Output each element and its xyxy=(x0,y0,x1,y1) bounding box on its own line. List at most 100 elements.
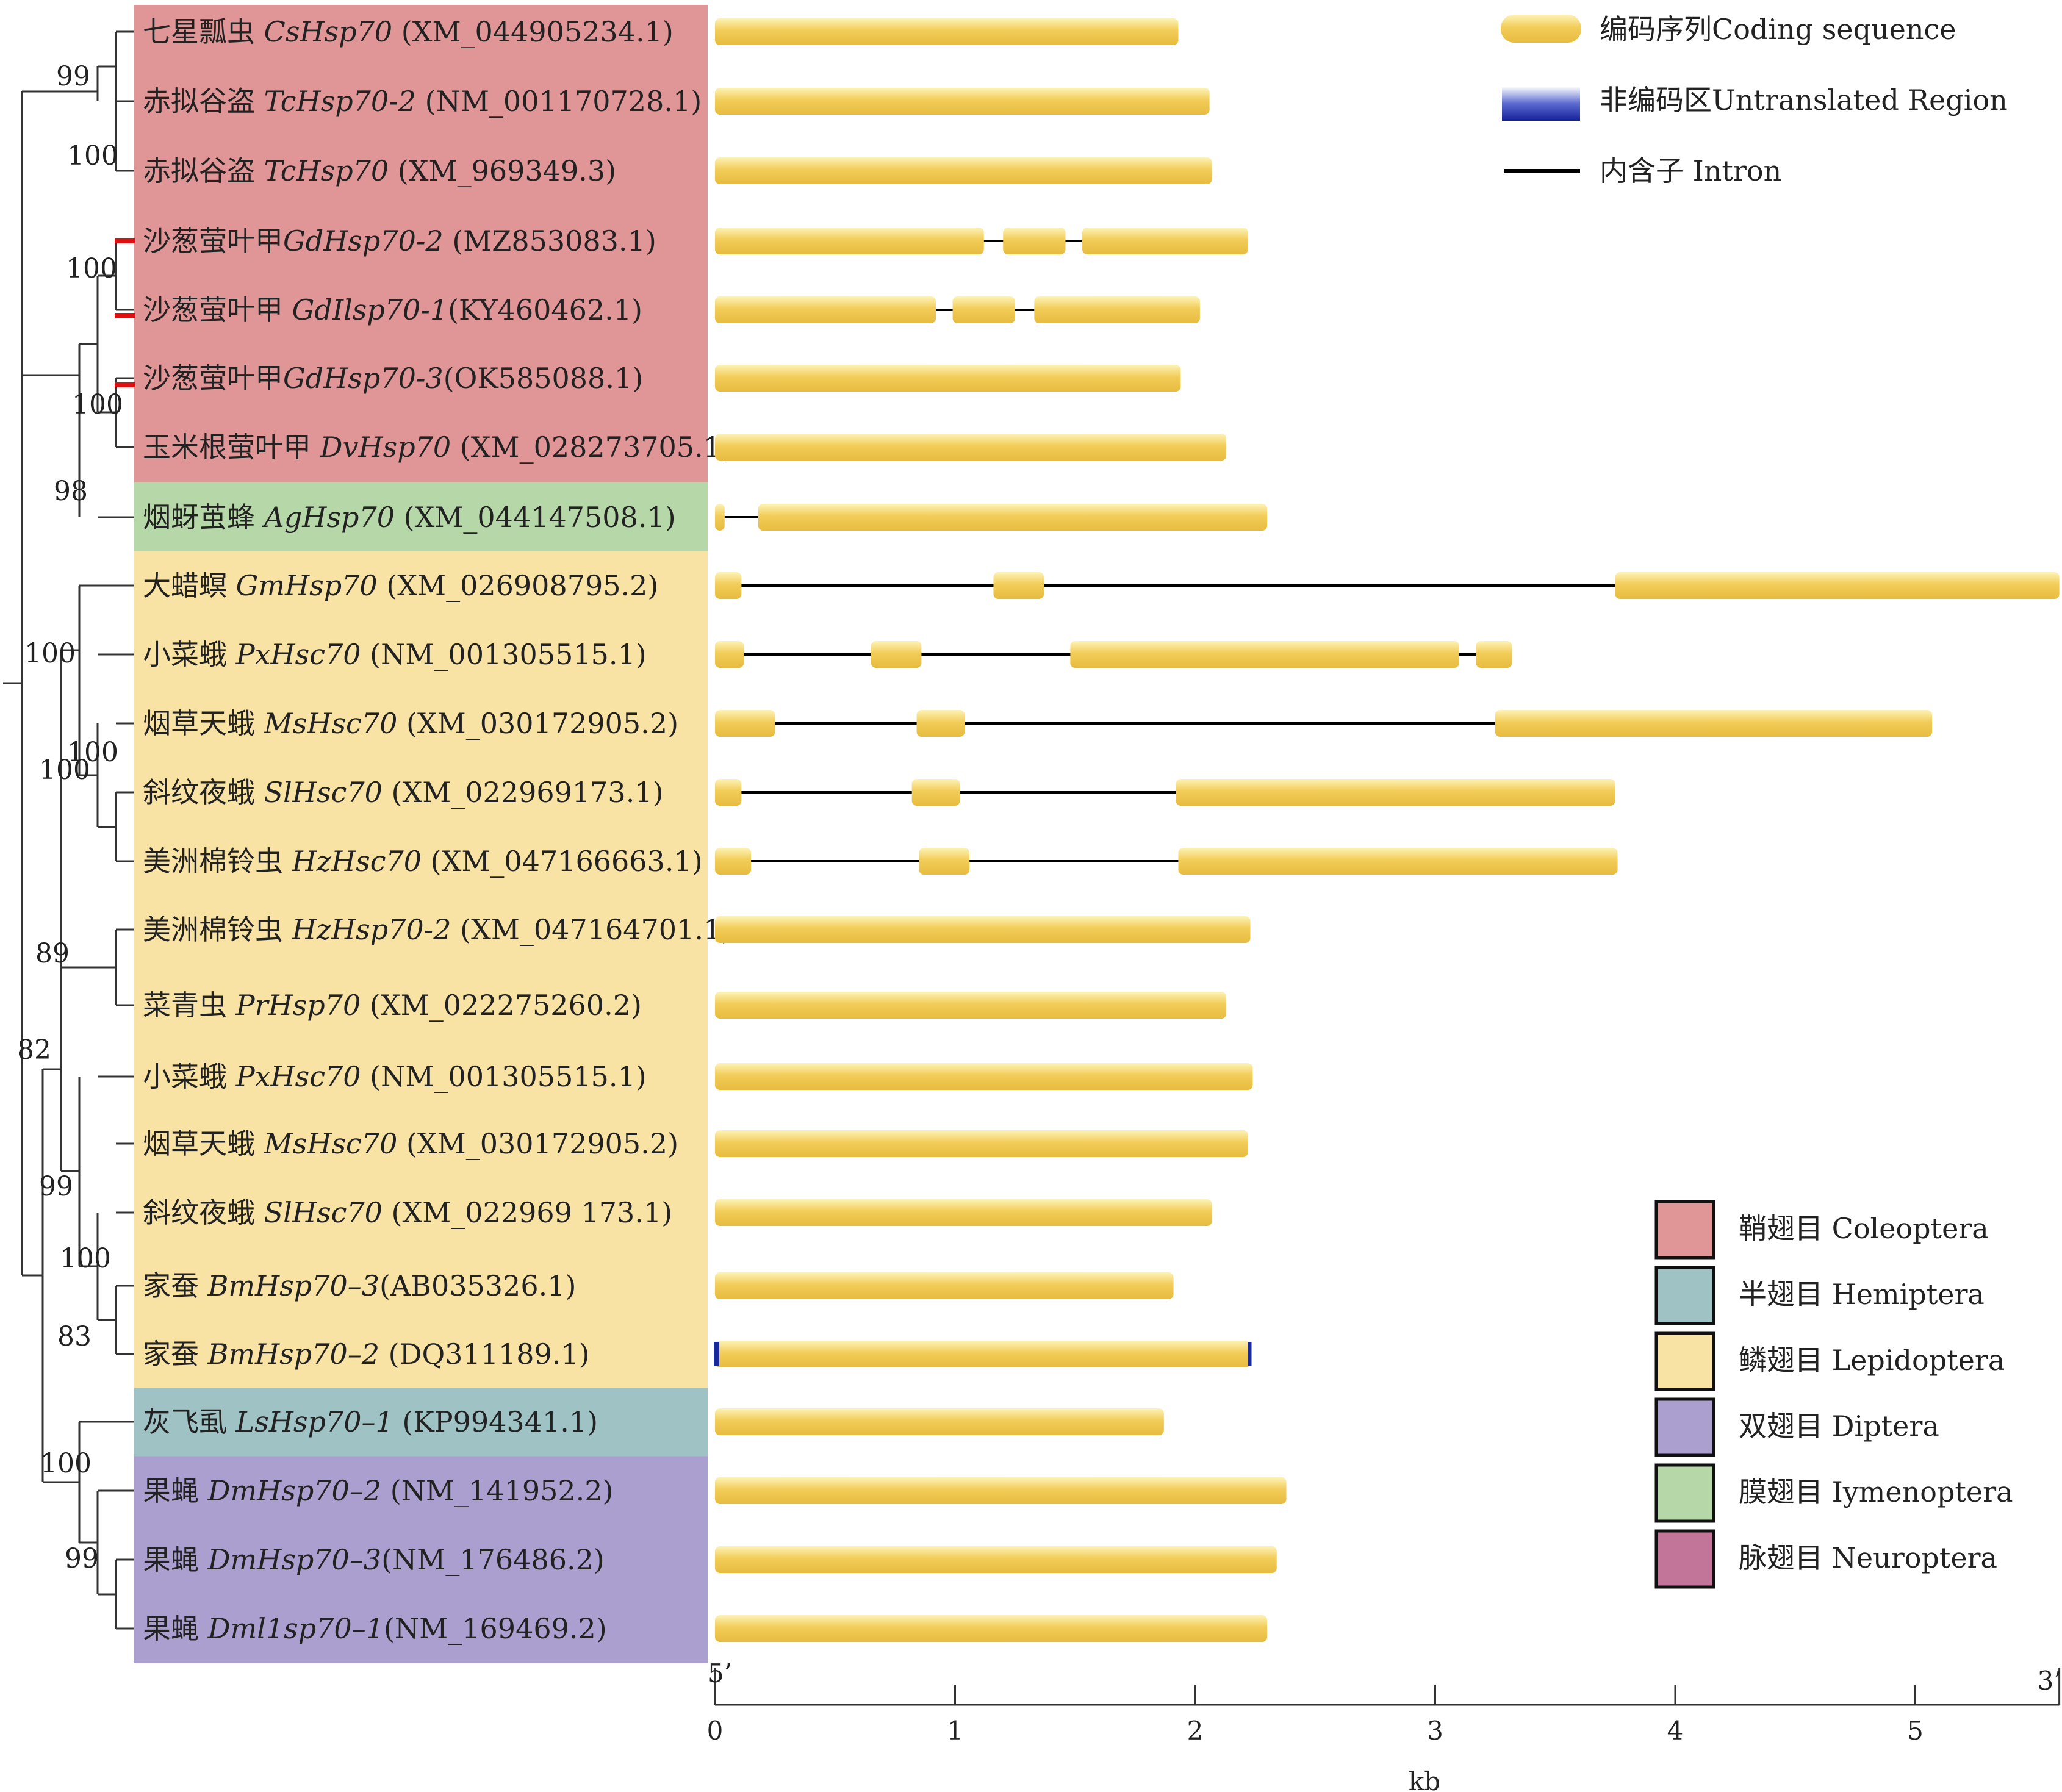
species-name: 赤拟谷盗 xyxy=(143,85,264,118)
species-name: 斜纹夜蛾 xyxy=(143,1196,264,1229)
exon-block xyxy=(715,1130,1248,1157)
gene-label: 玉米根萤叶甲 DvHsp70 (XM_028273705.1) xyxy=(143,431,732,464)
species-name: 美洲棉铃虫 xyxy=(143,845,292,878)
order-band-hemiptera xyxy=(134,1388,708,1457)
species-name: 烟草天蛾 xyxy=(143,1127,264,1160)
exon-block xyxy=(1082,228,1248,254)
species-name: 大蜡螟 xyxy=(143,569,236,602)
three-prime-label: 3’ xyxy=(2038,1666,2062,1696)
gene-labels: 七星瓢虫 CsHsp70 (XM_044905234.1) 赤拟谷盗 TcHsp7… xyxy=(143,15,732,1645)
structure-legend: 编码序列Coding sequence 非编码区Untranslated Regi… xyxy=(1501,13,2008,187)
accession: (NM_001305515.1) xyxy=(361,638,647,671)
species-name: 沙葱萤叶甲 xyxy=(143,224,283,257)
accession: (NM_169469.2) xyxy=(384,1612,607,1645)
bootstrap-value: 99 xyxy=(65,1543,99,1574)
gene-name: GdIlsp70-1 xyxy=(292,293,448,326)
exon-block xyxy=(1615,572,2060,599)
legend-coding-swatch xyxy=(1501,15,1581,43)
legend-swatch-hymenoptera xyxy=(1654,1463,1715,1523)
species-name: 灰飞虱 xyxy=(143,1405,236,1438)
order-band-diptera xyxy=(134,1456,708,1663)
gene-name: SlHsc70 xyxy=(264,776,383,809)
accession: (XM_022275260.2) xyxy=(361,989,642,1022)
gene-name: BmHsp70–3 xyxy=(207,1269,379,1302)
legend-swatch-hemiptera xyxy=(1654,1266,1715,1325)
accession: (NM_176486.2) xyxy=(381,1543,605,1576)
accession: (NM_141952.2) xyxy=(381,1474,613,1507)
species-name: 果蝇 xyxy=(143,1543,208,1576)
species-name: 七星瓢虫 xyxy=(143,15,264,48)
species-name: 美洲棉铃虫 xyxy=(143,913,292,946)
legend-swatch-lepidoptera xyxy=(1654,1331,1715,1391)
gene-label: 小菜蛾 PxHsc70 (NM_001305515.1) xyxy=(143,638,647,671)
gene-label: 菜青虫 PrHsp70 (XM_022275260.2) xyxy=(143,989,642,1022)
legend-label-coleoptera: 鞘翅目 Coleoptera xyxy=(1739,1212,1989,1245)
exon-block xyxy=(715,1199,1212,1226)
gene-label: 灰飞虱 LsHsp70–1 (KP994341.1) xyxy=(143,1405,598,1438)
exon-block xyxy=(919,848,970,875)
gene-name: GdHsp70-3 xyxy=(283,362,444,395)
legend-swatch-diptera xyxy=(1654,1397,1715,1457)
accession: (NM_001170728.1) xyxy=(416,85,702,118)
legend-label-hemiptera: 半翅目 Hemiptera xyxy=(1739,1278,1985,1311)
exon-block xyxy=(715,1546,1277,1573)
gene-label: 小菜蛾 PxHsc70 (NM_001305515.1) xyxy=(143,1060,647,1093)
gene-name: DmHsp70–3 xyxy=(207,1543,381,1576)
exon-block xyxy=(715,992,1227,1019)
accession: (XM_022969173.1) xyxy=(383,776,664,809)
gene-name: LsHsp70–1 xyxy=(235,1405,393,1438)
gene-label: 七星瓢虫 CsHsp70 (XM_044905234.1) xyxy=(143,15,674,48)
gene-label: 果蝇 DmHsp70–2 (NM_141952.2) xyxy=(143,1474,613,1507)
bootstrap-value: 89 xyxy=(35,938,70,969)
species-name: 烟蚜茧蜂 xyxy=(143,501,264,534)
axis-tick-label: 2 xyxy=(1187,1716,1204,1746)
order-band-coleoptera xyxy=(134,5,708,482)
accession: (KY460462.1) xyxy=(448,293,642,326)
gene-label: 烟蚜茧蜂 AgHsp70 (XM_044147508.1) xyxy=(143,501,676,534)
gene-name: HzHsp70-2 xyxy=(292,913,451,946)
exon-block xyxy=(1003,228,1066,254)
five-prime-label: 5’ xyxy=(708,1658,732,1688)
utr-block xyxy=(714,1342,719,1366)
exon-block xyxy=(715,1341,1251,1367)
gene-label: 赤拟谷盗 TcHsp70-2 (NM_001170728.1) xyxy=(143,85,702,118)
bootstrap-value: 100 xyxy=(24,638,76,669)
support-red-marks xyxy=(115,238,135,387)
accession: (OK585088.1) xyxy=(444,362,643,395)
gene-structures xyxy=(714,18,2060,1642)
exon-block xyxy=(1476,641,1512,668)
legend-intron-label: 内含子 Intron xyxy=(1600,154,1781,187)
gene-label: 烟草天蛾 MsHsc70 (XM_030172905.2) xyxy=(143,1127,678,1160)
gene-label: 沙葱萤叶甲GdHsp70-3(OK585088.1) xyxy=(143,362,643,395)
exon-block xyxy=(715,1408,1164,1435)
gene-name: MsHsc70 xyxy=(264,1127,398,1160)
bootstrap-value: 100 xyxy=(39,754,90,786)
species-name: 家蚕 xyxy=(143,1269,208,1302)
gene-name: Dml1sp70–1 xyxy=(207,1612,384,1645)
exon-block xyxy=(871,641,922,668)
exon-block xyxy=(916,710,965,737)
exon-block xyxy=(715,18,1179,45)
legend-label-lepidoptera: 鳞翅目 Lepidoptera xyxy=(1739,1344,2005,1377)
exon-block xyxy=(715,1272,1174,1299)
order-band-lepidoptera xyxy=(134,551,708,1388)
bootstrap-value: 100 xyxy=(67,737,118,768)
gene-name: TcHsp70 xyxy=(264,154,389,187)
bootstrap-value: 100 xyxy=(66,253,117,284)
exon-block xyxy=(1176,779,1615,806)
bootstrap-value: 100 xyxy=(60,1243,111,1274)
exon-block xyxy=(715,848,752,875)
gene-name: TcHsp70-2 xyxy=(264,85,416,118)
gene-name: PrHsp70 xyxy=(235,989,361,1022)
accession: (XM_044905234.1) xyxy=(392,15,674,48)
bootstrap-value: 82 xyxy=(17,1034,51,1066)
exon-block xyxy=(1070,641,1459,668)
species-name: 果蝇 xyxy=(143,1612,208,1645)
gene-label: 家蚕 BmHsp70–2 (DQ311189.1) xyxy=(143,1338,590,1371)
exon-block xyxy=(1034,296,1200,323)
accession: (NM_001305515.1) xyxy=(361,1060,647,1093)
gene-name: BmHsp70–2 xyxy=(207,1338,379,1371)
exon-block xyxy=(715,710,775,737)
accession: (XM_047164701.1) xyxy=(451,913,733,946)
gene-label: 斜纹夜蛾 SlHsc70 (XM_022969173.1) xyxy=(143,776,664,809)
